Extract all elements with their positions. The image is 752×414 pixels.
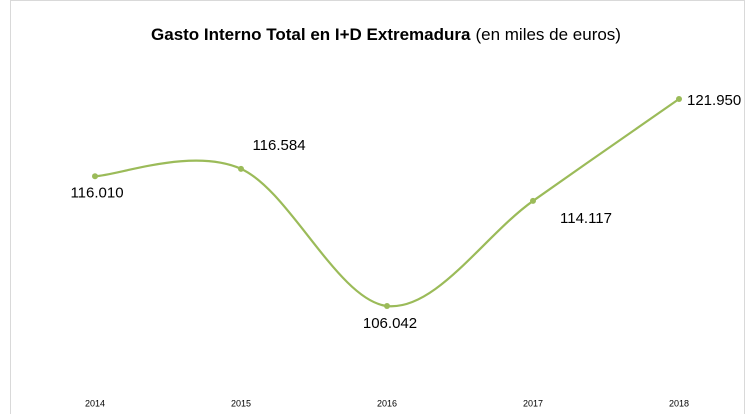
data-point [676, 96, 682, 102]
data-label: 121.950 [687, 92, 741, 109]
data-label: 116.010 [70, 184, 123, 201]
chart-subtitle: (en miles de euros) [475, 25, 621, 44]
chart-frame [10, 0, 745, 414]
chart-title: Gasto Interno Total en I+D Extremadura [151, 25, 471, 44]
data-label: 116.584 [252, 137, 305, 154]
data-label: 106.042 [363, 315, 417, 332]
data-label: 114.117 [560, 210, 612, 227]
x-tick-label: 2017 [523, 398, 543, 408]
data-point [384, 303, 390, 309]
x-tick-label: 2016 [377, 398, 397, 408]
data-point [530, 197, 536, 204]
data-point [92, 173, 98, 180]
x-tick-label: 2018 [669, 398, 689, 408]
x-tick-label: 2014 [85, 398, 105, 408]
x-tick-label: 2015 [231, 398, 251, 408]
chart-title-group: Gasto Interno Total en I+D Extremadura (e… [151, 25, 621, 44]
data-point [238, 165, 244, 172]
